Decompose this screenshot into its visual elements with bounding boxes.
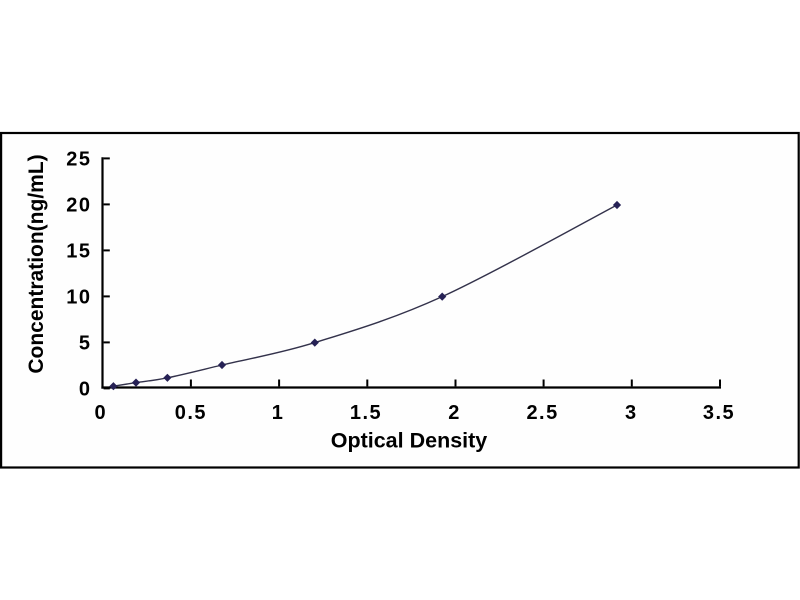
svg-text:0.5: 0.5 bbox=[175, 402, 207, 424]
svg-text:5: 5 bbox=[79, 332, 92, 354]
svg-text:Concentration(ng/mL): Concentration(ng/mL) bbox=[25, 154, 48, 373]
svg-text:0: 0 bbox=[79, 378, 92, 400]
svg-text:3: 3 bbox=[625, 402, 638, 424]
svg-text:20: 20 bbox=[66, 194, 91, 216]
svg-text:1: 1 bbox=[272, 402, 285, 424]
svg-text:2: 2 bbox=[448, 402, 461, 424]
svg-text:25: 25 bbox=[66, 148, 91, 170]
svg-text:3.5: 3.5 bbox=[703, 402, 735, 424]
svg-text:15: 15 bbox=[66, 240, 91, 262]
svg-text:2.5: 2.5 bbox=[526, 402, 558, 424]
svg-text:10: 10 bbox=[66, 286, 91, 308]
svg-text:1.5: 1.5 bbox=[350, 402, 382, 424]
svg-text:0: 0 bbox=[94, 402, 107, 424]
svg-text:Optical Density: Optical Density bbox=[331, 428, 488, 452]
